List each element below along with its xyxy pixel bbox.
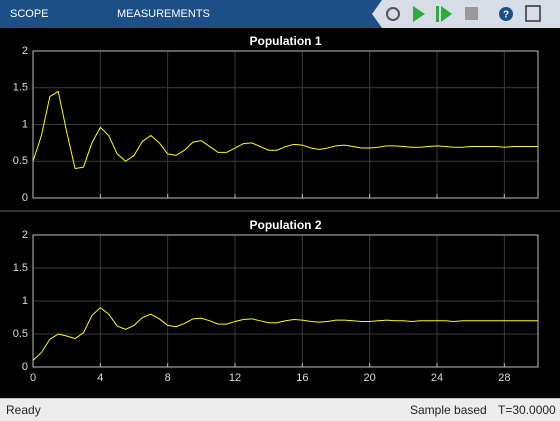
status-time: T=30.0000 [498, 403, 556, 417]
y-tick-label: 0.5 [13, 155, 28, 167]
y-tick-label: 2 [22, 45, 28, 57]
status-mode: Sample based [410, 403, 487, 417]
y-tick-label: 2 [22, 229, 28, 241]
toolbar-icons: ? [372, 0, 560, 28]
plot-title: Population 2 [250, 218, 322, 232]
plot-area: Population 1 0 0.5 1 1.5 2 Population 2 0 0.5 1 1.… [0, 34, 560, 384]
help-icon[interactable] [499, 7, 513, 21]
x-tick-label: 28 [498, 372, 510, 384]
x-tick-label: 16 [296, 372, 308, 384]
y-tick-label: 1 [22, 295, 28, 307]
step-icon[interactable] [441, 6, 452, 22]
series-line [32, 90, 538, 170]
undock-icon[interactable] [525, 5, 541, 22]
x-tick-label: 12 [229, 372, 241, 384]
x-tick-label: 8 [165, 372, 171, 384]
y-tick-label: 1 [22, 118, 28, 130]
y-tick-label: 1.5 [13, 82, 28, 94]
measurements-tab[interactable]: MEASUREMENTS [117, 8, 210, 20]
settings-icon[interactable] [386, 7, 400, 21]
y-tick-label: 1.5 [13, 262, 28, 274]
stop-icon[interactable] [465, 7, 478, 20]
y-tick-label: 0.5 [13, 328, 28, 340]
help-glyph: ? [503, 10, 509, 21]
y-tick-label: 0 [22, 361, 28, 373]
x-tick-label: 24 [431, 372, 443, 384]
axes-box [32, 50, 539, 199]
series-line [32, 306, 538, 361]
x-tick-label: 0 [30, 372, 36, 384]
status-state: Ready [6, 403, 41, 417]
toolstrip: SCOPE MEASUREMENTS ? [0, 0, 560, 28]
plot-title: Population 1 [250, 34, 322, 48]
scope-tab[interactable]: SCOPE [10, 8, 49, 20]
run-icon[interactable] [413, 6, 425, 22]
status-bar: Ready Sample based T=30.0000 [0, 398, 560, 421]
step-icon-bar[interactable] [436, 6, 439, 22]
x-tick-label: 4 [97, 372, 103, 384]
axes-box [32, 234, 539, 368]
x-tick-label: 20 [364, 372, 376, 384]
y-tick-label: 0 [22, 192, 28, 204]
